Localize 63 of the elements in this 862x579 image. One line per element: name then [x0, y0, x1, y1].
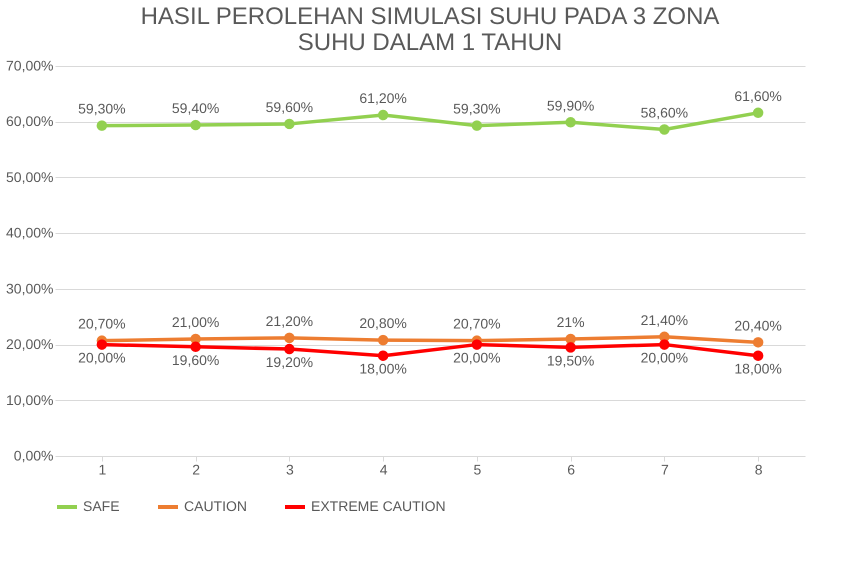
point — [472, 120, 482, 131]
x-tick-label: 7 — [660, 462, 669, 478]
point — [565, 117, 576, 128]
point — [378, 350, 388, 361]
data-label: 61,20% — [359, 90, 407, 106]
data-label: 18,00% — [359, 360, 407, 377]
x-tick-label: 1 — [98, 462, 106, 478]
legend-label: SAFE — [83, 498, 120, 514]
y-tick-label: 60,00% — [6, 113, 54, 130]
point — [565, 342, 576, 353]
x-tick-label: 5 — [473, 462, 482, 478]
point — [96, 339, 108, 350]
point — [472, 339, 482, 350]
data-label: 21% — [556, 314, 585, 330]
data-label: 20,80% — [359, 315, 407, 332]
x-tick-label: 8 — [754, 462, 763, 478]
x-tick-label: 6 — [567, 462, 576, 478]
point — [659, 124, 670, 135]
data-label: 59,60% — [266, 98, 314, 115]
point — [378, 110, 388, 120]
data-label: 20,40% — [734, 317, 782, 334]
data-label: 20,00% — [640, 350, 688, 366]
y-tick-label: 0,00% — [14, 448, 54, 464]
y-tick-label: 20,00% — [6, 336, 54, 352]
point — [752, 108, 764, 118]
point — [284, 332, 295, 344]
point — [284, 118, 295, 130]
y-tick-label: 30,00% — [6, 280, 54, 296]
point — [752, 337, 764, 348]
data-label: 59,30% — [453, 100, 501, 117]
data-label: 20,00% — [453, 350, 501, 366]
data-label: 20,70% — [453, 316, 501, 332]
data-label: 61,60% — [734, 88, 782, 104]
data-label: 19,60% — [172, 352, 220, 368]
y-tick-label: 40,00% — [6, 224, 54, 241]
data-label: 59,30% — [78, 100, 126, 117]
data-label: 18,00% — [734, 360, 782, 377]
data-label: 19,50% — [546, 352, 594, 368]
data-label: 19,20% — [266, 354, 314, 370]
data-label: 21,40% — [640, 312, 688, 328]
data-label: 21,00% — [172, 314, 220, 330]
data-label: 59,40% — [172, 100, 220, 116]
data-label: 58,60% — [640, 104, 688, 121]
x-tick-label: 3 — [286, 462, 294, 478]
point — [190, 120, 201, 130]
point — [378, 334, 388, 346]
data-label: 59,90% — [546, 97, 594, 114]
point — [659, 339, 670, 350]
chart-title: HASIL PEROLEHAN SIMULASI SUHU PADA 3 ZONA SUHU DALAM 1 TAHUN — [140, 3, 720, 56]
y-tick-label: 50,00% — [6, 168, 54, 185]
legend-label: EXTREME CAUTION — [311, 498, 446, 514]
legend-label: CAUTION — [184, 498, 247, 514]
point — [752, 350, 764, 361]
y-tick-label: 10,00% — [6, 392, 54, 408]
data-label: 20,70% — [78, 316, 126, 332]
x-tick-label: 4 — [380, 462, 388, 478]
y-tick-label: 70,00% — [6, 58, 54, 74]
data-label: 20,00% — [78, 350, 126, 366]
point — [190, 342, 201, 352]
data-label: 21,20% — [266, 312, 314, 329]
x-tick-label: 2 — [192, 462, 200, 478]
point — [284, 344, 295, 354]
point — [96, 120, 108, 131]
